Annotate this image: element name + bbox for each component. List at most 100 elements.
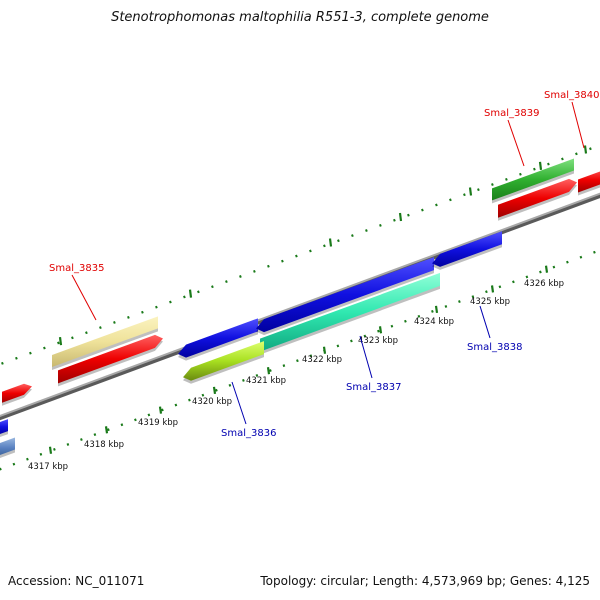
gene-fragment-left xyxy=(2,383,32,406)
tick-dash xyxy=(43,346,46,350)
kbp-label: 4319 kbp xyxy=(138,418,178,428)
leader-line xyxy=(479,305,491,339)
major-tick xyxy=(266,367,271,375)
tick-dash xyxy=(435,203,438,207)
gene-body xyxy=(183,341,264,381)
tick-dash xyxy=(0,467,2,471)
gene-smal-3839 xyxy=(492,158,574,204)
major-tick xyxy=(398,212,403,222)
tick-dash xyxy=(491,183,494,186)
tick-dash xyxy=(431,309,434,313)
tick-dash xyxy=(281,259,284,263)
tick-dash xyxy=(295,254,298,258)
tick-dash xyxy=(211,285,214,289)
gene-smal-3836 xyxy=(183,341,264,384)
major-tick xyxy=(468,187,473,196)
gene-smal-3838 xyxy=(432,231,502,270)
gene-label: Smal_3839 xyxy=(484,108,539,119)
gene-label: Smal_3836 xyxy=(221,428,276,439)
tick-dash xyxy=(566,260,569,264)
major-tick xyxy=(490,285,495,293)
tick-dash xyxy=(547,162,550,166)
tick-layer xyxy=(0,145,596,471)
tick-dash xyxy=(309,354,313,358)
tick-dash xyxy=(269,369,272,372)
gene-label: Smal_3840 xyxy=(544,90,599,101)
tick-dash xyxy=(417,314,421,318)
tick-dash xyxy=(575,152,578,156)
tick-dash xyxy=(533,167,536,171)
tick-dash xyxy=(512,280,515,284)
tick-dash xyxy=(99,326,102,330)
tick-dash xyxy=(404,319,407,323)
tick-dash xyxy=(201,393,205,397)
tick-dash xyxy=(463,193,466,197)
tick-dash xyxy=(26,457,29,461)
tick-dash xyxy=(147,413,151,417)
gene-body xyxy=(0,419,8,435)
tick-dash xyxy=(239,275,242,278)
kbp-label: 4321 kbp xyxy=(246,376,286,386)
leader-line xyxy=(359,335,373,379)
kbp-label: 4317 kbp xyxy=(28,462,68,472)
gene-smal-3835b xyxy=(58,334,163,387)
tick-dash xyxy=(228,383,232,387)
gene-blue-a xyxy=(178,318,258,361)
gene-fragment-left-blue xyxy=(0,419,8,438)
gene-body xyxy=(0,437,15,455)
tick-dash xyxy=(337,239,340,243)
leader-line xyxy=(231,381,247,425)
major-tick xyxy=(434,305,439,314)
gene-body xyxy=(578,171,600,193)
major-tick xyxy=(538,161,543,171)
tick-dash xyxy=(188,398,191,402)
major-tick xyxy=(158,406,163,414)
tick-dash xyxy=(336,344,340,348)
tick-dash xyxy=(66,443,70,446)
gene-body xyxy=(2,383,32,403)
tick-dash xyxy=(267,264,270,268)
gene-fragment-left-steel xyxy=(0,437,15,458)
tick-dash xyxy=(477,188,480,192)
tick-dash xyxy=(15,356,18,360)
tick-dash xyxy=(113,321,116,324)
tick-dash xyxy=(444,305,448,308)
tick-dash xyxy=(505,177,508,181)
tick-dash xyxy=(161,408,164,412)
tick-dash xyxy=(407,213,410,217)
gene-smal-3839b xyxy=(498,178,577,221)
major-tick xyxy=(583,145,588,154)
gene-body xyxy=(260,272,440,352)
major-tick xyxy=(188,289,193,298)
gene-body xyxy=(52,316,158,368)
tick-dash xyxy=(350,339,353,343)
tick-dash xyxy=(351,234,354,238)
major-tick xyxy=(212,386,217,395)
gene-layer xyxy=(0,158,600,458)
gene-smal-3837 xyxy=(260,272,440,355)
tick-dash xyxy=(174,403,178,407)
backbone-line xyxy=(0,192,600,417)
tick-dash xyxy=(498,285,502,289)
tick-dash xyxy=(390,324,394,328)
tick-dash xyxy=(134,418,137,422)
tick-dash xyxy=(449,198,452,202)
outer-tick-row xyxy=(1,147,592,365)
major-tick xyxy=(328,238,333,247)
tick-dash xyxy=(71,336,74,340)
tick-dash xyxy=(593,250,596,254)
tick-dash xyxy=(225,280,228,284)
kbp-label: 4318 kbp xyxy=(84,440,124,450)
tick-dash xyxy=(379,223,382,227)
inner-tick-row xyxy=(0,250,596,471)
tick-dash xyxy=(53,447,56,451)
leader-line xyxy=(571,101,585,149)
tick-dash xyxy=(80,438,83,441)
tick-dash xyxy=(93,433,97,437)
tick-dash xyxy=(107,428,110,432)
tick-dash xyxy=(458,300,461,304)
tick-dash xyxy=(57,341,60,345)
major-tick xyxy=(48,446,53,454)
genome-summary-text: Topology: circular; Length: 4,573,969 bp… xyxy=(260,574,590,588)
